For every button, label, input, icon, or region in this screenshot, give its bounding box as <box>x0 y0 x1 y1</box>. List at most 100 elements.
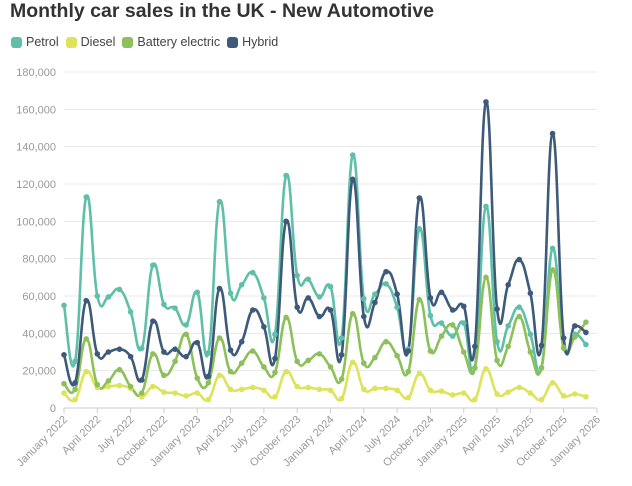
data-point-hybrid <box>394 291 400 297</box>
data-point-petrol <box>172 305 178 311</box>
data-point-diesel <box>205 396 212 403</box>
data-point-diesel <box>372 385 378 392</box>
data-point-hybrid <box>583 329 589 336</box>
data-point-hybrid <box>272 355 278 362</box>
data-point-petrol <box>116 286 123 293</box>
data-point-battery-electric <box>161 372 167 379</box>
data-point-battery-electric <box>272 369 278 376</box>
y-tick-label: 180,000 <box>16 67 56 79</box>
data-point-diesel <box>405 394 412 401</box>
data-point-battery-electric <box>416 296 423 303</box>
legend-label-petrol: Petrol <box>26 35 59 49</box>
data-point-hybrid <box>249 307 256 313</box>
data-point-petrol <box>227 290 234 297</box>
data-point-battery-electric <box>483 274 489 281</box>
data-point-hybrid <box>449 307 456 313</box>
data-point-battery-electric <box>72 386 78 393</box>
data-point-hybrid <box>238 338 245 345</box>
data-point-battery-electric <box>183 331 189 338</box>
data-point-diesel <box>349 359 356 366</box>
data-point-petrol <box>238 282 245 288</box>
legend-item-diesel[interactable]: Diesel <box>65 35 115 49</box>
data-point-diesel <box>361 386 367 393</box>
data-point-diesel <box>305 384 312 391</box>
data-point-battery-electric <box>327 364 334 370</box>
data-point-diesel <box>383 385 389 392</box>
chart-legend: Petrol Diesel Battery electric Hybrid <box>11 35 278 49</box>
data-point-petrol <box>161 301 167 308</box>
data-point-diesel <box>449 392 456 398</box>
data-point-hybrid <box>294 304 300 311</box>
data-point-diesel <box>505 389 511 395</box>
data-point-diesel <box>272 394 278 400</box>
data-point-battery-electric <box>227 368 234 375</box>
y-tick-label: 40,000 <box>22 328 56 340</box>
data-point-petrol <box>194 289 201 296</box>
data-point-petrol <box>549 245 556 252</box>
data-point-battery-electric <box>472 365 478 371</box>
data-point-hybrid <box>127 353 134 360</box>
data-point-hybrid <box>216 285 223 292</box>
data-point-battery-electric <box>194 375 201 381</box>
data-point-hybrid <box>349 176 356 183</box>
data-point-petrol <box>316 294 323 300</box>
legend-item-petrol[interactable]: Petrol <box>11 35 59 49</box>
data-point-petrol <box>305 276 312 283</box>
legend-label-battery-electric: Battery electric <box>137 35 221 49</box>
data-point-battery-electric <box>571 334 578 340</box>
data-point-battery-electric <box>527 349 534 355</box>
data-point-hybrid <box>72 380 78 386</box>
legend-swatch-diesel <box>65 36 77 48</box>
data-point-battery-electric <box>150 351 156 357</box>
data-point-battery-electric <box>305 357 312 364</box>
data-point-battery-electric <box>294 358 300 365</box>
legend-item-hybrid[interactable]: Hybrid <box>227 35 278 49</box>
data-point-battery-electric <box>249 348 256 354</box>
series-points <box>61 99 589 403</box>
data-point-hybrid <box>427 295 434 301</box>
data-point-battery-electric <box>438 333 445 339</box>
data-point-diesel <box>72 396 78 403</box>
data-point-hybrid <box>571 323 578 329</box>
data-point-hybrid <box>194 339 201 346</box>
legend-item-battery-electric[interactable]: Battery electric <box>122 35 220 49</box>
data-point-hybrid <box>483 99 489 105</box>
y-tick-label: 160,000 <box>16 104 56 116</box>
data-point-battery-electric <box>283 314 289 321</box>
data-point-diesel <box>216 372 223 379</box>
data-point-diesel <box>227 386 234 393</box>
data-point-battery-electric <box>427 348 434 354</box>
data-point-diesel <box>527 390 534 396</box>
data-point-diesel <box>416 370 423 377</box>
y-tick-label: 20,000 <box>22 366 56 378</box>
data-point-battery-electric <box>172 358 178 365</box>
data-point-petrol <box>349 152 356 158</box>
data-point-diesel <box>516 384 523 391</box>
y-gridlines <box>64 71 597 409</box>
y-tick-label: 60,000 <box>22 291 56 303</box>
data-point-hybrid <box>494 306 500 312</box>
data-point-petrol <box>249 269 256 276</box>
data-point-diesel <box>460 390 467 396</box>
data-point-diesel <box>427 387 434 394</box>
data-point-petrol <box>127 309 134 315</box>
data-point-hybrid <box>472 343 478 350</box>
data-point-diesel <box>249 384 256 391</box>
data-point-battery-electric <box>516 313 523 320</box>
data-point-petrol <box>516 304 523 311</box>
data-point-diesel <box>549 380 556 386</box>
data-point-battery-electric <box>405 368 412 375</box>
data-point-petrol <box>372 291 378 297</box>
data-point-hybrid <box>560 335 567 341</box>
data-point-battery-electric <box>449 322 456 328</box>
data-point-diesel <box>61 390 67 396</box>
data-point-hybrid <box>261 324 267 330</box>
data-point-diesel <box>394 387 400 394</box>
data-point-hybrid <box>460 303 467 310</box>
data-point-hybrid <box>161 349 167 355</box>
data-point-petrol <box>427 312 434 319</box>
data-point-hybrid <box>383 268 389 275</box>
data-point-petrol <box>183 322 189 328</box>
